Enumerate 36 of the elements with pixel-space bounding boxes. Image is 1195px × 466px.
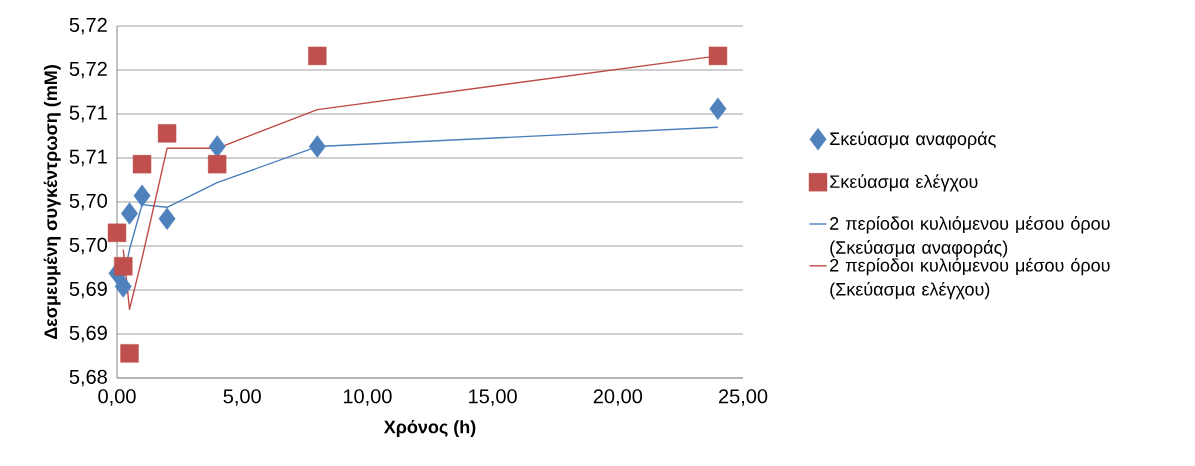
legend-label: 2 περίοδοι κυλιόμενου μέσου όρου (Σκεύασμα αναφοράς)	[830, 216, 1110, 258]
y-tick-label: 5,72	[69, 17, 107, 35]
point	[207, 154, 227, 174]
point	[107, 223, 127, 242]
x-tick-label: 5,00	[223, 389, 261, 406]
point	[120, 344, 139, 363]
point	[114, 257, 133, 276]
legend-label: Σκεύασμα αναφοράς	[830, 131, 996, 149]
y-tick-label: 5,71	[69, 105, 107, 123]
legend-label: 2 περίοδοι κυλιόμενου μέσου όρου (Σκεύασμα ελέγχου)	[830, 257, 1110, 300]
point	[133, 184, 151, 208]
point	[308, 135, 326, 158]
legend-label: Σκεύασμα ελέγχου	[830, 174, 978, 192]
point	[709, 97, 727, 120]
point	[132, 154, 152, 174]
x-tick-label: 20,00	[593, 389, 643, 406]
y-tick-label: 5,72	[69, 61, 107, 79]
point	[158, 207, 176, 230]
y-axis-title: Δεσμευμένη συγκέντρωση (mM)	[43, 65, 61, 340]
y-tick-label: 5,68	[69, 369, 107, 387]
x-tick-label: 15,00	[469, 389, 517, 406]
x-tick-label: 0,00	[98, 389, 136, 406]
y-tick-label: 5,70	[69, 193, 108, 211]
y-tick-label: 5,70	[69, 237, 108, 255]
y-tick-label: 5,69	[69, 281, 107, 299]
point	[157, 124, 177, 143]
x-axis-title: Χρόνος (h)	[383, 419, 476, 437]
y-tick-label: 5,69	[69, 325, 107, 343]
point	[308, 46, 327, 66]
x-tick-label: 10,00	[343, 389, 392, 406]
point	[208, 135, 226, 158]
point	[121, 202, 138, 225]
x-tick-label: 25,00	[718, 389, 768, 406]
point	[708, 46, 728, 66]
point	[114, 275, 132, 298]
y-tick-label: 5,71	[69, 149, 107, 167]
